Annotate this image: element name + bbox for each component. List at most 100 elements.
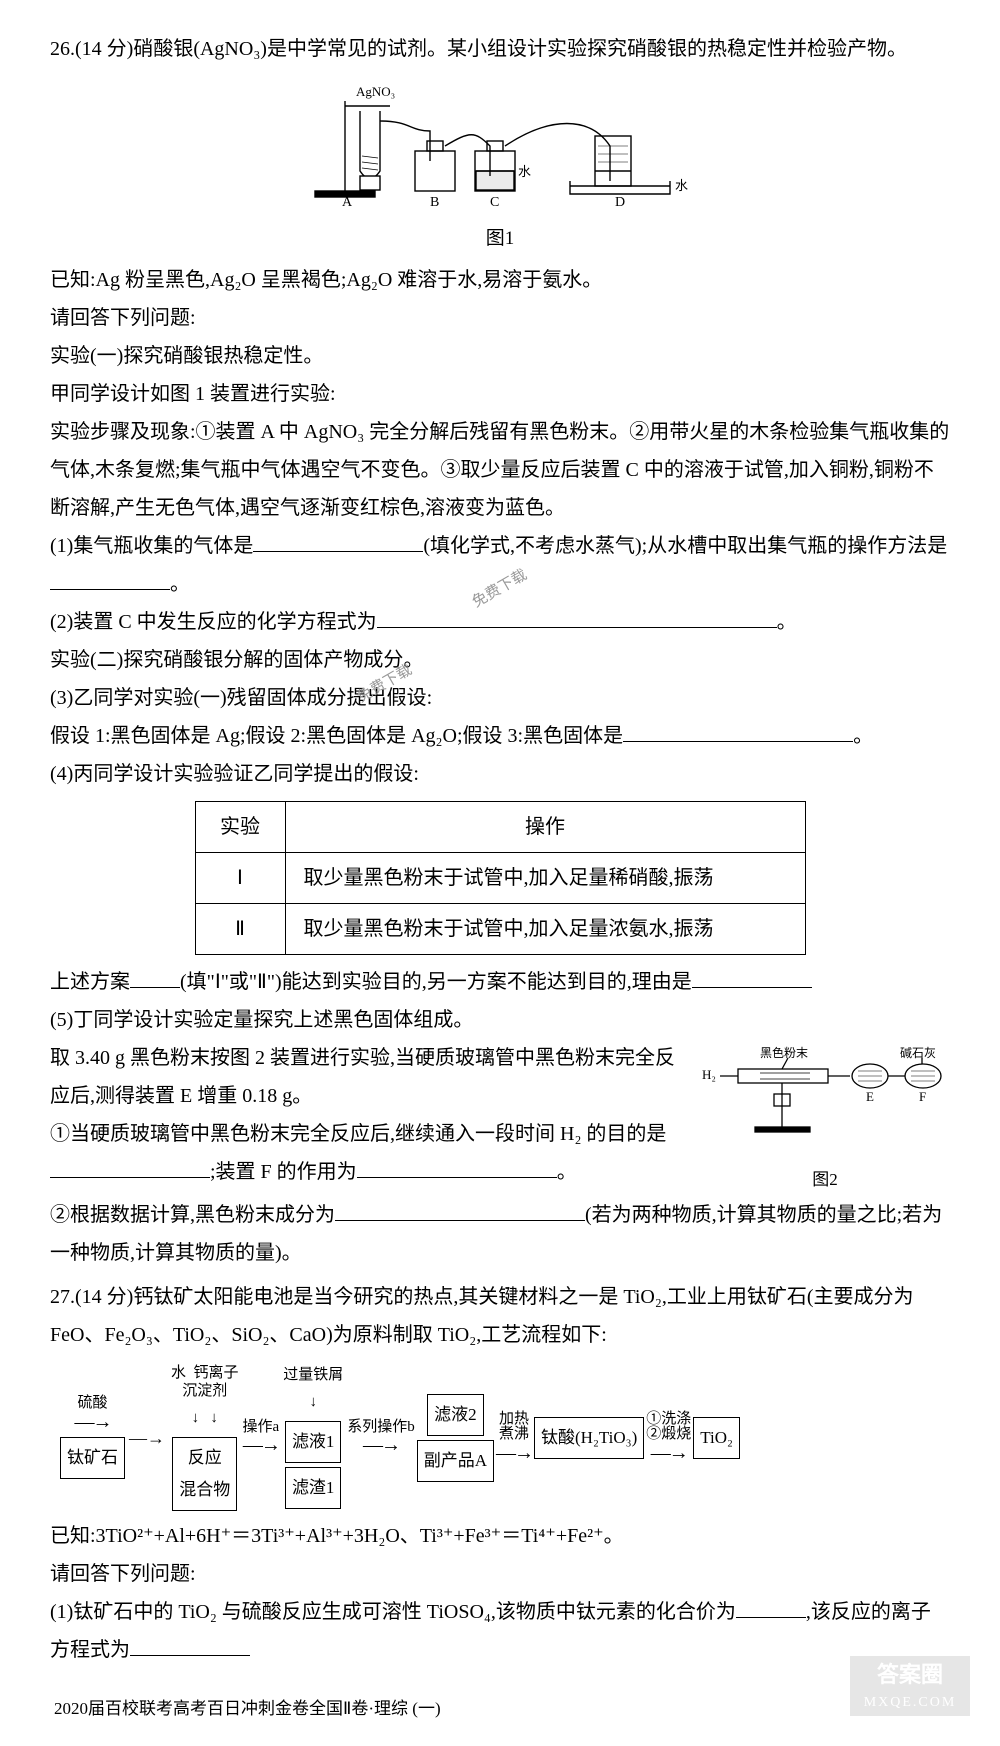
experiment-table: 实验 操作 Ⅰ 取少量黑色粉末于试管中,加入足量稀硝酸,振荡 Ⅱ 取少量黑色粉末… (195, 801, 806, 955)
q26-q1-blank-line: 。 (50, 565, 950, 603)
q26-q2-a: (2)装置 C 中发生反应的化学方程式为 (50, 611, 377, 633)
question-27: 27.(14 分)钙钛矿太阳能电池是当今研究的热点,其关键材料之一是 TiO₂,… (50, 1278, 950, 1669)
q26-intro-line: 26.(14 分)硝酸银(AgNO₃)是中学常见的试剂。某小组设计实验探究硝酸银… (50, 30, 950, 68)
q26-q1-a: (1)集气瓶收集的气体是 (50, 535, 253, 557)
exam-page: 26.(14 分)硝酸银(AgNO₃)是中学常见的试剂。某小组设计实验探究硝酸银… (0, 0, 1000, 1746)
fig1-agno3-label: AgNO₃ (356, 84, 395, 99)
q26-q5-sub2-a: ②根据数据计算,黑色粉末成分为 (50, 1204, 335, 1226)
figure-1-caption: 图1 (50, 221, 950, 257)
figure-2-caption: 图2 (700, 1164, 950, 1196)
q26-q3-end: 。 (853, 725, 873, 747)
q26-q4-b: (填"Ⅰ"或"Ⅱ")能达到实验目的,另一方案不能达到目的,理由是 (180, 971, 692, 993)
q26-q3-line: 假设 1:黑色固体是 Ag;假设 2:黑色固体是 Ag₂O;假设 3:黑色固体是… (50, 717, 950, 755)
corner-brand-top: 答案圈 (877, 1662, 943, 1687)
question-26: 26.(14 分)硝酸银(AgNO₃)是中学常见的试剂。某小组设计实验探究硝酸银… (50, 30, 950, 1272)
cell-op-2: 取少量黑色粉末于试管中,加入足量浓氨水,振荡 (285, 904, 805, 955)
fig2-H2-label: H₂ (702, 1067, 716, 1082)
process-flowchart: 硫酸—→ 钛矿石 —→ 水 钙离子 沉淀剂 ↓ ↓ 反应 混合物 操作a—→ 过… (50, 1364, 950, 1511)
flow-heat: 加热 煮沸 (499, 1412, 529, 1444)
q26-exp1-title: 实验(一)探究硝酸银热稳定性。 (50, 337, 950, 375)
flow-h2so4: 硫酸 (77, 1396, 107, 1412)
th-op: 操作 (285, 802, 805, 853)
flow-iron: 过量铁屑 (281, 1366, 345, 1384)
q26-exp2-title: 实验(二)探究硝酸银分解的固体产物成分。 (50, 641, 950, 679)
q26-q1: (1)集气瓶收集的气体是 (填化学式,不考虑水蒸气);从水槽中取出集气瓶的操作方法… (50, 527, 950, 565)
q26-blank-method[interactable] (50, 569, 170, 590)
q26-blank-F[interactable] (357, 1157, 557, 1178)
q27-known: 已知:3TiO²⁺+Al+6H⁺＝3Ti³⁺+Al³⁺+3H₂O、Ti³⁺+Fe… (50, 1517, 950, 1555)
page-footer: 2020届百校联考高考百日冲刺金卷全国Ⅱ卷·理综 (一) 第 (50, 1693, 950, 1725)
q26-q1-b: (填化学式,不考虑水蒸气);从水槽中取出集气瓶的操作方法是 (423, 535, 947, 557)
flow-tio2: TiO₂ (693, 1417, 740, 1459)
q26-blank-purpose[interactable] (50, 1157, 210, 1178)
q26-q2-b: 。 (777, 611, 797, 633)
table-row: Ⅱ 取少量黑色粉末于试管中,加入足量浓氨水,振荡 (195, 904, 805, 955)
q26-blank-choice[interactable] (130, 967, 180, 988)
q27-q1-a: (1)钛矿石中的 TiO₂ 与硫酸反应生成可溶性 TiOSO₄,该物质中钛元素的… (50, 1601, 736, 1623)
q26-q5-text-a: 取 3.40 g 黑色粉末按图 2 装置进行实验,当硬质玻璃管中黑色粉末完全反应… (50, 1039, 690, 1115)
corner-brand-stamp: 答案圈 MXQE.COM (850, 1656, 970, 1716)
q26-blank-gas[interactable] (253, 531, 423, 552)
table-header-row: 实验 操作 (195, 802, 805, 853)
th-exp: 实验 (195, 802, 285, 853)
cell-op-1: 取少量黑色粉末于试管中,加入足量稀硝酸,振荡 (285, 853, 805, 904)
fig2-F-label: F (919, 1089, 926, 1104)
q27-blank-ionic[interactable] (130, 1635, 250, 1656)
q27-intro-a: 钙钛矿太阳能电池是当今研究的热点,其关键材料之一是 TiO₂,工业上用钛矿石(主… (133, 1286, 913, 1308)
flow-byA: 副产品A (417, 1440, 494, 1482)
q26-q5-left: 取 3.40 g 黑色粉末按图 2 装置进行实验,当硬质玻璃管中黑色粉末完全反应… (50, 1039, 690, 1191)
q27-prompt: 请回答下列问题: (50, 1555, 950, 1593)
q26-q4-a: 上述方案 (50, 971, 130, 993)
q26-prompt: 请回答下列问题: (50, 299, 950, 337)
q26-q5-sub1-a: ①当硬质玻璃管中黑色粉末完全反应后,继续通入一段时间 H₂ 的目的是 (50, 1123, 666, 1145)
flow-tiacid: 钛酸(H₂TiO₃) (534, 1417, 644, 1459)
flow-filt1: 滤液1 (285, 1421, 342, 1463)
fig2-E-label: E (866, 1089, 874, 1104)
fig1-D-label: D (615, 195, 625, 206)
fig1-B-label: B (430, 195, 439, 206)
flow-opb: 系列操作b (347, 1420, 415, 1436)
cell-exp-1: Ⅰ (195, 853, 285, 904)
flow-ore: 钛矿石 (60, 1437, 125, 1479)
fig1-water1-label: 水 (518, 164, 531, 179)
footer-left: 2020届百校联考高考百日冲刺金卷全国Ⅱ卷·理综 (一) (54, 1693, 441, 1725)
figure-2: H₂ 黑色粉末 (700, 1039, 950, 1196)
q26-q5-sub1-b: ;装置 F 的作用为 (210, 1161, 357, 1183)
fig1-C-label: C (490, 195, 499, 206)
cell-exp-2: Ⅱ (195, 904, 285, 955)
q26-q2: (2)装置 C 中发生反应的化学方程式为 。 (50, 603, 950, 641)
q26-q5-intro: (5)丁同学设计实验定量探究上述黑色固体组成。 (50, 1001, 950, 1039)
flow-wash: ①洗涤 ②煅烧 (646, 1412, 691, 1444)
q26-number: 26.(14 分) (50, 38, 133, 60)
flow-opa: 操作a (243, 1420, 280, 1436)
q26-exp1-procedure: 实验步骤及现象:①装置 A 中 AgNO₃ 完全分解后残留有黑色粉末。②用带火星… (50, 413, 950, 527)
figure-1-svg: AgNO₃ A B 水 (290, 76, 710, 206)
flow-mix: 反应 混合物 (172, 1437, 237, 1512)
q26-blank-reason[interactable] (692, 967, 812, 988)
q26-intro: 硝酸银(AgNO₃)是中学常见的试剂。某小组设计实验探究硝酸银的热稳定性并检验产… (133, 38, 907, 60)
q26-blank-hyp3[interactable] (623, 721, 853, 742)
flow-water-ca: 水 钙离子 沉淀剂 (169, 1364, 241, 1400)
fig2-powder-label: 黑色粉末 (760, 1046, 808, 1060)
q26-q4-cont: 上述方案 (填"Ⅰ"或"Ⅱ")能达到实验目的,另一方案不能达到目的,理由是 (50, 963, 950, 1001)
q26-q4-intro: (4)丙同学设计实验验证乙同学提出的假设: (50, 755, 950, 793)
corner-brand-bottom: MXQE.COM (864, 1695, 957, 1710)
q26-exp1-design: 甲同学设计如图 1 装置进行实验: (50, 375, 950, 413)
q26-q1-c: 。 (170, 573, 190, 595)
fig1-A-label: A (342, 195, 353, 206)
q26-q5-sub1: ①当硬质玻璃管中黑色粉末完全反应后,继续通入一段时间 H₂ 的目的是 ;装置 F … (50, 1115, 690, 1191)
q26-known: 已知:Ag 粉呈黑色,Ag₂O 呈黑褐色;Ag₂O 难溶于水,易溶于氨水。 (50, 261, 950, 299)
q26-q5-sub2: ②根据数据计算,黑色粉末成分为(若为两种物质,计算其物质的量之比;若为一种物质,… (50, 1196, 950, 1272)
fig2-soda-label: 碱石灰 (900, 1046, 936, 1060)
table-row: Ⅰ 取少量黑色粉末于试管中,加入足量稀硝酸,振荡 (195, 853, 805, 904)
flow-res1: 滤渣1 (285, 1467, 342, 1509)
q26-blank-eq[interactable] (377, 607, 777, 628)
q27-number: 27.(14 分) (50, 1286, 133, 1308)
q26-blank-comp[interactable] (335, 1200, 585, 1221)
q26-q3-intro: (3)乙同学对实验(一)残留固体成分提出假设: (50, 679, 950, 717)
q27-blank-valence[interactable] (736, 1597, 806, 1618)
q26-q3-text: 假设 1:黑色固体是 Ag;假设 2:黑色固体是 Ag₂O;假设 3:黑色固体是 (50, 725, 623, 747)
flow-filt2: 滤液2 (427, 1394, 484, 1436)
q27-intro-b: FeO、Fe₂O₃、TiO₂、SiO₂、CaO)为原料制取 TiO₂,工艺流程如… (50, 1316, 950, 1354)
figure-2-svg: H₂ 黑色粉末 (700, 1039, 950, 1149)
